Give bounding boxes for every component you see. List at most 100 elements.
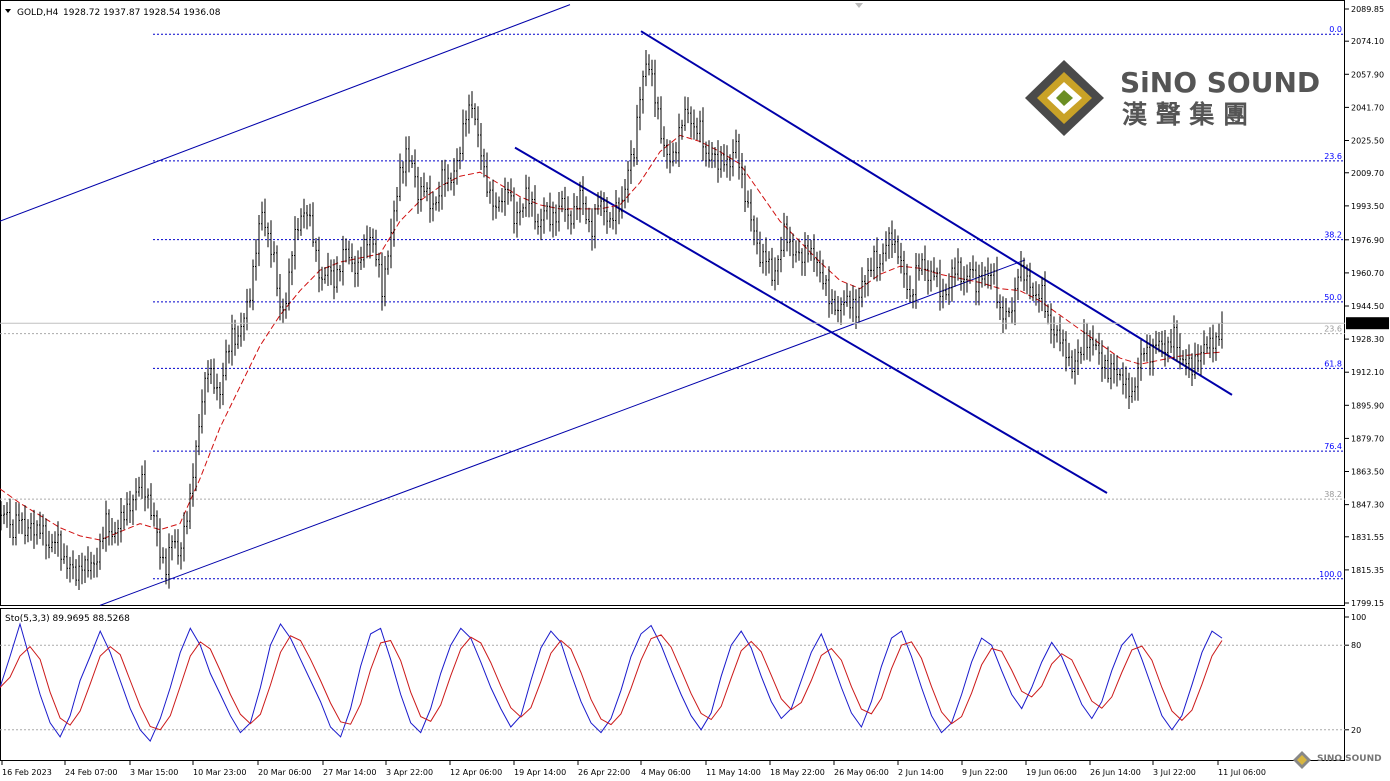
- stoch-level-label: 20: [1351, 726, 1361, 735]
- price-bar: [1041, 276, 1043, 312]
- price-bar: [507, 181, 509, 205]
- price-bar: [438, 181, 440, 212]
- time-tick-label: 24 Feb 07:00: [65, 768, 117, 777]
- price-bar: [390, 218, 392, 269]
- price-bar: [87, 546, 89, 578]
- price-bar: [414, 149, 416, 188]
- price-tick-label: 2025.50: [1351, 136, 1384, 145]
- logo-chinese: 漢 聲 集 團: [1122, 100, 1248, 129]
- price-bar: [498, 196, 500, 212]
- symbol-menu-icon[interactable]: [5, 9, 11, 13]
- price-bar: [477, 106, 479, 148]
- price-bar: [1170, 328, 1172, 354]
- price-bar: [555, 204, 557, 236]
- price-bar: [345, 238, 347, 263]
- time-tick-label: 12 Apr 06:00: [450, 768, 502, 777]
- price-bar: [429, 175, 431, 223]
- price-tick-label: 1895.90: [1351, 401, 1384, 410]
- price-bar: [810, 239, 812, 261]
- price-bar: [69, 556, 71, 583]
- price-bar: [180, 542, 182, 570]
- price-bar: [1167, 336, 1169, 363]
- price-bar: [768, 251, 770, 274]
- price-bar: [324, 266, 326, 284]
- price-bar: [624, 179, 626, 209]
- price-bar: [195, 440, 197, 492]
- price-bar: [15, 501, 17, 546]
- price-bar: [645, 49, 647, 87]
- price-bar: [951, 259, 953, 302]
- price-bar: [48, 530, 50, 559]
- price-bar: [51, 533, 53, 553]
- price-bar: [813, 234, 815, 273]
- price-bar: [579, 181, 581, 223]
- fibo-level-label: 0.0: [1329, 25, 1342, 34]
- price-bar: [684, 96, 686, 131]
- logo-english: SiNO SOUND: [1120, 66, 1320, 99]
- price-bar: [732, 139, 734, 177]
- price-bar: [450, 172, 452, 191]
- price-bar: [573, 193, 575, 229]
- price-bar: [189, 483, 191, 530]
- price-bar: [453, 158, 455, 196]
- price-bar: [648, 54, 650, 76]
- trendline-channel-upper: [0, 4, 571, 222]
- scroll-marker-icon[interactable]: [855, 3, 863, 8]
- price-bar: [1146, 334, 1148, 362]
- price-bar: [264, 198, 266, 237]
- price-bar: [201, 389, 203, 434]
- price-bar: [891, 220, 893, 259]
- price-bar: [363, 234, 365, 268]
- price-bar: [291, 251, 293, 286]
- price-bar: [1017, 268, 1019, 301]
- price-bar: [1008, 307, 1010, 318]
- price-bar: [1218, 323, 1220, 346]
- price-bar: [303, 198, 305, 229]
- time-tick-label: 19 Jun 06:00: [1026, 768, 1077, 777]
- price-bar: [75, 559, 77, 586]
- price-bar: [1185, 349, 1187, 376]
- trendlines[interactable]: [0, 4, 1233, 606]
- stochastic-oscillator: 100 80 20: [0, 613, 1366, 743]
- price-bar: [609, 211, 611, 228]
- price-bar: [1074, 348, 1076, 385]
- price-bar: [81, 552, 83, 585]
- price-bar: [699, 110, 701, 143]
- last-price-badge: [1346, 317, 1389, 330]
- price-bar: [591, 208, 593, 251]
- price-bar: [423, 172, 425, 197]
- price-bar: [315, 237, 317, 262]
- price-bar: [39, 511, 41, 540]
- price-bar: [228, 344, 230, 364]
- price-bar: [894, 229, 896, 253]
- price-bar: [837, 296, 839, 323]
- price-bar: [1197, 344, 1199, 372]
- price-bar: [1140, 339, 1142, 381]
- price-bar: [678, 113, 680, 168]
- price-bar: [54, 531, 56, 554]
- fibonacci-retracement[interactable]: 0.0 23.6 38.2 50.0 61.8 76.4 100.0 23.6 38.2: [0, 25, 1345, 580]
- price-bar: [588, 207, 590, 233]
- price-bar: [615, 189, 617, 235]
- price-bar: [159, 518, 161, 570]
- price-bar: [939, 259, 941, 311]
- price-bar: [312, 202, 314, 247]
- price-bar: [174, 529, 176, 549]
- price-bar: [600, 190, 602, 216]
- price-bar: [261, 201, 263, 231]
- price-bar: [192, 463, 194, 507]
- price-bar: [525, 174, 527, 217]
- price-bar: [183, 512, 185, 562]
- price-bar: [456, 148, 458, 185]
- stoch-main-line: [0, 622, 1223, 743]
- price-bar: [753, 215, 755, 246]
- price-bar: [693, 109, 695, 140]
- price-bar: [1188, 344, 1190, 378]
- price-bar: [1209, 327, 1211, 358]
- price-bar: [585, 196, 587, 225]
- price-bar: [1176, 320, 1178, 362]
- price-bar: [1005, 298, 1007, 330]
- fibo-level-label: 61.8: [1324, 359, 1342, 368]
- price-bar: [63, 543, 65, 564]
- price-bar: [861, 267, 863, 308]
